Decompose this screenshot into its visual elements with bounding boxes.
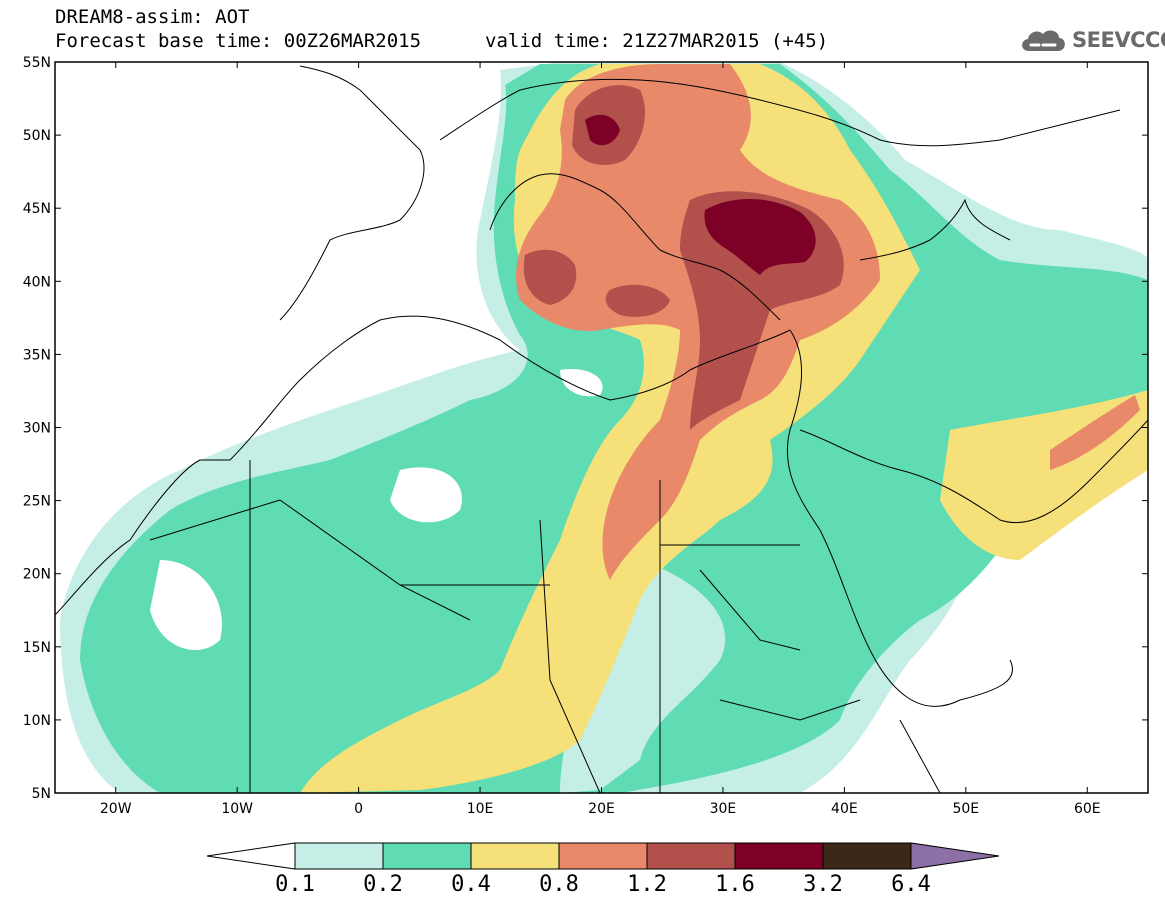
lat-tick-label: 10N <box>23 713 51 729</box>
lon-tick-label: 30E <box>710 801 737 817</box>
lat-tick-label: 35N <box>23 347 51 363</box>
valid-time: valid time: 21Z27MAR2015 (+45) <box>485 30 829 52</box>
aot-0.4-region <box>300 64 1148 793</box>
colorbar-under-arrow <box>206 842 296 870</box>
lat-tick-label: 40N <box>23 274 51 290</box>
latitude-axis: 5N 10N 15N 20N 25N 30N 35N 40N 45N 50N 55N <box>23 55 1148 802</box>
coastlines <box>55 65 1148 793</box>
map-title: DREAM8-assim: AOT <box>55 6 250 28</box>
seevccc-logo: SEEVCCC <box>1017 23 1165 57</box>
forecast-base-time: Forecast base time: 00Z26MAR2015 <box>55 30 422 52</box>
colorbar-level-label: 0.8 <box>539 872 579 897</box>
colorbar-level-label: 6.4 <box>891 872 931 897</box>
lon-tick-label: 10W <box>221 801 253 817</box>
colorbar-swatch <box>822 842 912 870</box>
lat-tick-label: 15N <box>23 640 51 656</box>
colorbar-swatch <box>734 842 824 870</box>
cloud-logo-icon <box>1022 30 1065 51</box>
colorbar: 0.1 0.2 0.4 0.8 1.2 1.6 3.2 6.4 <box>206 842 1000 897</box>
lon-tick-label: 50E <box>952 801 979 817</box>
colorbar-over-arrow <box>910 842 1000 870</box>
lon-tick-label: 60E <box>1074 801 1101 817</box>
colorbar-swatch <box>558 842 648 870</box>
lat-tick-label: 20N <box>23 567 51 583</box>
colorbar-swatch <box>294 842 384 870</box>
colorbar-level-label: 3.2 <box>803 872 843 897</box>
colorbar-level-label: 0.2 <box>363 872 403 897</box>
longitude-axis: 20W 10W 0 10E 20E 30E 40E 50E 60E <box>100 62 1101 817</box>
lat-tick-label: 55N <box>23 55 51 71</box>
lon-tick-label: 20E <box>588 801 615 817</box>
colorbar-swatch <box>382 842 472 870</box>
colorbar-swatch <box>646 842 736 870</box>
lat-tick-label: 30N <box>23 421 51 437</box>
lon-tick-label: 20W <box>100 801 132 817</box>
lat-tick-label: 45N <box>23 201 51 217</box>
aot-0.8-region <box>516 64 1140 580</box>
colorbar-level-label: 0.4 <box>451 872 491 897</box>
logo-text: SEEVCCC <box>1072 28 1165 52</box>
lat-tick-label: 25N <box>23 494 51 510</box>
aot-1.6-region <box>585 114 816 275</box>
lon-tick-label: 40E <box>831 801 858 817</box>
lon-tick-label: 0 <box>354 801 363 817</box>
aot-1.2-region <box>523 85 844 431</box>
lat-tick-label: 5N <box>32 786 51 802</box>
colorbar-level-label: 0.1 <box>275 872 315 897</box>
lat-tick-label: 50N <box>23 128 51 144</box>
colorbar-swatch <box>470 842 560 870</box>
aot-field <box>55 62 1148 793</box>
colorbar-level-label: 1.6 <box>715 872 755 897</box>
lon-tick-label: 10E <box>467 801 494 817</box>
colorbar-level-label: 1.2 <box>627 872 667 897</box>
